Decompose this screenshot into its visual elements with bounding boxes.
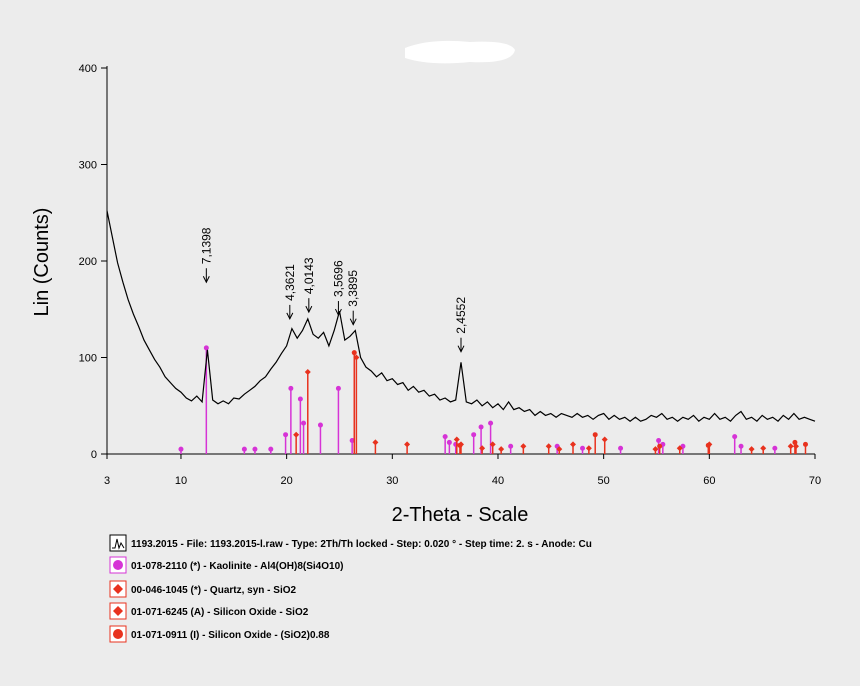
x-tick-label: 40 [492, 475, 504, 487]
legend-label: 00-046-1045 (*) - Quartz, syn - SiO2 [131, 585, 297, 596]
y-tick-label: 200 [79, 256, 97, 268]
stick-marker [301, 420, 307, 426]
stick-marker [203, 345, 209, 351]
stick-marker [792, 439, 798, 445]
y-tick-label: 0 [91, 449, 97, 461]
stick-marker [489, 441, 496, 448]
stick-marker [453, 436, 460, 443]
y-tick-label: 100 [79, 353, 97, 365]
stick-marker [592, 432, 598, 438]
stick-marker [349, 437, 355, 443]
stick-marker [748, 446, 755, 453]
stick-marker [268, 446, 274, 452]
stick-marker [471, 432, 477, 438]
arrow-head [349, 318, 357, 326]
legend-glyph [113, 606, 123, 616]
stick-marker [442, 434, 448, 440]
annotation-label: 4,3621 [283, 264, 297, 301]
legend-label: 01-071-6245 (A) - Silicon Oxide - SiO2 [131, 607, 309, 618]
stick-marker [178, 446, 184, 452]
blur-patch [405, 40, 515, 64]
x-tick-label: 70 [809, 475, 821, 487]
annotation-label: 3,5696 [331, 260, 345, 297]
stick-marker [304, 368, 311, 375]
stick-marker [520, 443, 527, 450]
stick-marker [601, 436, 608, 443]
legend-glyph [112, 538, 125, 550]
x-tick-label: 30 [386, 475, 398, 487]
stick-marker [293, 431, 300, 438]
legend-label: 1193.2015 - File: 1193.2015-l.raw - Type… [131, 539, 592, 550]
pattern-line [106, 210, 816, 423]
stick-marker [772, 445, 778, 451]
stick-marker [372, 439, 379, 446]
stick-marker [732, 434, 738, 440]
stick-marker [283, 432, 289, 438]
stick-marker [787, 443, 794, 450]
y-axis-label: Lin (Counts) [31, 208, 53, 317]
stick-marker [802, 441, 808, 447]
stick-marker [478, 424, 484, 430]
x-tick-label: 10 [175, 475, 187, 487]
x-tick-label: 60 [703, 475, 715, 487]
legend-glyph [113, 629, 123, 639]
x-tick-label: 3 [104, 475, 110, 487]
stick-marker [676, 445, 683, 452]
x-axis-label: 2-Theta - Scale [392, 504, 529, 526]
stick-marker [241, 446, 247, 452]
arrow-head [286, 312, 294, 321]
annotation-label: 2,4552 [454, 297, 468, 334]
y-tick-label: 300 [79, 160, 97, 172]
annotation-label: 7,1398 [199, 227, 213, 264]
stick-marker [508, 443, 514, 449]
stick-marker [738, 443, 744, 449]
stick-marker [618, 445, 624, 451]
stick-marker [446, 439, 452, 445]
legend-glyph [113, 584, 123, 594]
legend-glyph [113, 560, 123, 570]
annotation-label: 4,0143 [302, 257, 316, 294]
arrow-head [305, 305, 313, 314]
stick-marker [317, 422, 323, 428]
stick-marker [657, 443, 663, 449]
stick-marker [404, 441, 411, 448]
x-tick-label: 50 [598, 475, 610, 487]
stick-marker [288, 385, 294, 391]
stick-marker [479, 445, 486, 452]
stick-marker [585, 445, 592, 452]
stick-marker [705, 442, 711, 448]
arrow-head [457, 345, 465, 353]
stick-marker [457, 442, 463, 448]
stick-marker [652, 446, 659, 453]
stick-marker [656, 437, 662, 443]
stick-marker [297, 396, 303, 402]
legend-label: 01-071-0911 (I) - Silicon Oxide - (SiO2)… [131, 630, 330, 641]
stick-marker [556, 446, 563, 453]
annotation-label: 3,3895 [346, 270, 360, 307]
y-tick-label: 400 [79, 63, 97, 75]
stick-marker [335, 385, 341, 391]
x-tick-label: 20 [281, 475, 293, 487]
stick-marker [570, 441, 577, 448]
stick-marker [351, 350, 357, 356]
stick-marker [545, 443, 552, 450]
legend-label: 01-078-2110 (*) - Kaolinite - Al4(OH)8(S… [131, 561, 343, 572]
stick-marker [580, 445, 586, 451]
stick-marker [760, 445, 767, 452]
arrow-head [202, 276, 210, 284]
stick-marker [252, 446, 258, 452]
stick-marker [488, 420, 494, 426]
stick-marker [498, 446, 505, 453]
arrow-head [334, 308, 342, 317]
